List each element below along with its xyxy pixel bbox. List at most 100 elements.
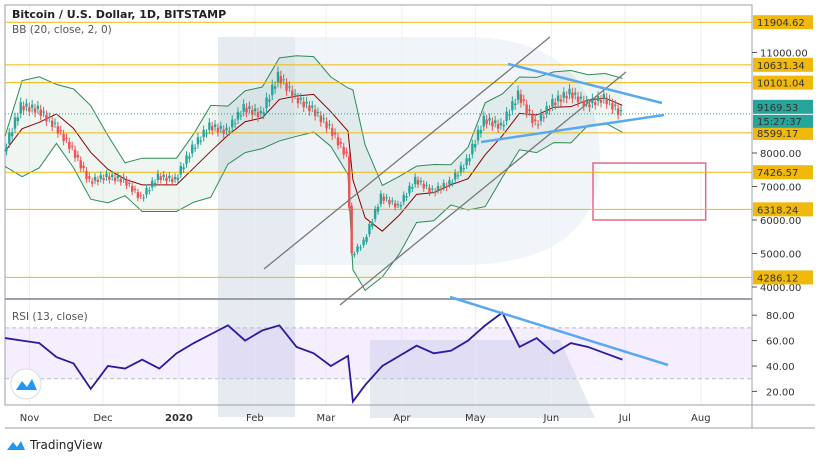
candle-body (82, 165, 85, 168)
candle-body (13, 117, 17, 129)
candle-body (439, 188, 443, 191)
candle-body (216, 127, 220, 133)
candle-body (70, 145, 74, 147)
tradingview-logo[interactable]: TradingView (6, 438, 103, 452)
watermark-shape (218, 37, 295, 417)
candle-body (96, 179, 100, 182)
price-tick-label: 4000.00 (760, 283, 801, 294)
candle-body (122, 176, 125, 180)
candle-body (296, 97, 300, 104)
candle-body (556, 95, 560, 102)
candle-body (53, 122, 57, 124)
candle-body (139, 195, 142, 197)
symbol-title: Bitcoin / U.S. Dollar, 1D, BITSTAMP (12, 8, 227, 21)
candle-body (451, 182, 454, 184)
candle-body (574, 92, 577, 95)
candle-body (473, 144, 477, 148)
candle-body (222, 129, 225, 134)
level-label: 10101.04 (757, 79, 805, 90)
candle-body (522, 99, 525, 101)
candle-body (416, 179, 420, 185)
candle-body (8, 132, 11, 144)
candle-body (50, 120, 54, 127)
time-tick-label: Jul (618, 413, 631, 424)
time-tick-label: Jun (543, 413, 560, 424)
candle-body (33, 108, 37, 113)
candle-body (199, 140, 202, 142)
candle-body (231, 119, 234, 128)
candle-body (205, 133, 208, 135)
candle-body (182, 167, 185, 170)
candle-body (196, 137, 200, 145)
candle-body (153, 183, 157, 185)
candle-body (36, 105, 40, 109)
candle-body (268, 99, 271, 102)
candle-body (534, 119, 537, 121)
tradingview-icon (16, 379, 37, 390)
candle-body (428, 187, 431, 193)
bb-upper (4, 55, 623, 187)
time-tick-label: May (465, 413, 486, 424)
candle-body (551, 98, 554, 107)
price-tick-label: 6000.00 (760, 216, 801, 227)
candle-body (373, 208, 377, 220)
candle-body (362, 239, 365, 246)
candle-body (488, 118, 491, 121)
candle-body (445, 185, 448, 188)
candle-body (228, 131, 231, 133)
candle-body (348, 156, 351, 208)
candle-body (385, 197, 388, 199)
bb-indicator-label[interactable]: BB (20, close, 2, 0) (12, 24, 112, 36)
price-tick-label: 5000.00 (760, 250, 801, 261)
candle-body (554, 102, 557, 106)
candle-body (130, 185, 134, 192)
candle-body (171, 178, 174, 183)
last-price-label: 9169.53 (757, 103, 798, 114)
candle-body (608, 99, 611, 101)
candle-body (16, 117, 20, 122)
candle-body (319, 115, 323, 123)
time-tick-label: Apr (393, 413, 411, 424)
candle-body (494, 120, 497, 123)
candle-body (528, 109, 531, 111)
candle-body (328, 124, 331, 126)
candle-body (436, 185, 440, 191)
bb-fill (5, 55, 623, 291)
tradingview-icon (7, 441, 25, 450)
candle-body (579, 96, 583, 99)
candle-body (619, 110, 623, 112)
rsi-line (4, 311, 623, 404)
rsi-indicator-label[interactable]: RSI (13, close) (12, 311, 88, 323)
price-tick-label: 11000.00 (760, 49, 808, 60)
level-badge (753, 75, 813, 90)
time-tick-label: 2020 (165, 413, 193, 424)
candle-body (616, 108, 620, 115)
countdown-label: 15:27:37 (757, 117, 802, 128)
candle-body (79, 160, 82, 169)
candle-body (308, 105, 311, 112)
candle-body (433, 191, 437, 193)
candle-body (331, 127, 334, 136)
candle-body (253, 108, 257, 112)
rsi-trend-line (449, 295, 669, 367)
candle-body (536, 124, 540, 126)
candle-body (225, 127, 228, 131)
candle-body (562, 92, 566, 98)
candle-body (159, 176, 162, 180)
candle-body (56, 126, 60, 134)
candle-body (476, 129, 480, 141)
candle-body (313, 109, 317, 117)
candle-body (496, 123, 500, 129)
rsi-tick-label: 80.00 (766, 311, 795, 322)
candle-body (419, 180, 423, 182)
candle-body (462, 168, 465, 170)
candle-body (105, 173, 108, 178)
level-label: 11904.62 (757, 18, 805, 29)
candle-body (305, 101, 308, 104)
candle-body (30, 104, 34, 108)
candle-body (594, 102, 597, 105)
candle-body (339, 142, 343, 144)
candle-body (45, 115, 48, 122)
